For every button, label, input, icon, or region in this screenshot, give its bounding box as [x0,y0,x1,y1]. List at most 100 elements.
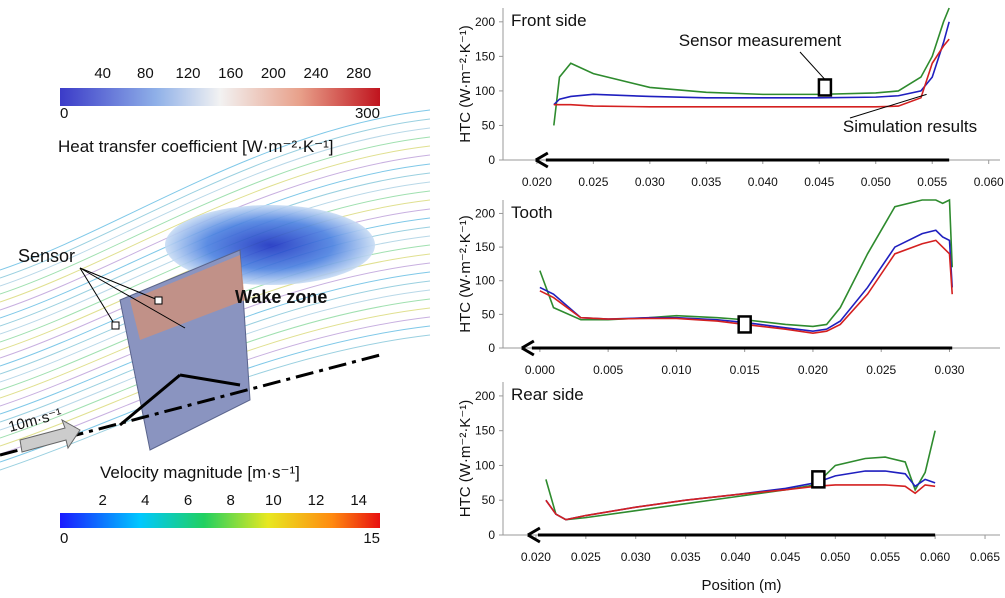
y-tick-label: 200 [475,15,495,29]
chart-title: Rear side [511,385,584,404]
y-tick-label: 50 [482,118,496,132]
x-tick-label: 0.050 [861,175,891,189]
direction-arrowhead [521,339,535,357]
arrow [119,373,181,427]
y-axis-label: HTC (W·m⁻²·K⁻¹) [457,25,474,142]
x-tick-label: 0.025 [578,175,608,189]
y-tick-label: 0 [488,153,495,167]
x-tick-label: 0.025 [866,363,896,377]
colorbar-tick-label: 200 [261,65,286,82]
y-tick-label: 0 [488,341,495,355]
colorbar-tick-label: 120 [175,65,200,82]
x-tick-label: 0.000 [525,363,555,377]
x-tick-label: 0.045 [804,175,834,189]
colorbar-tick-label: 240 [303,65,328,82]
y-axis-label: HTC (W·m⁻²·K⁻¹) [457,215,474,332]
streamline [0,127,431,287]
colorbar-tick-label: 8 [226,492,234,509]
annotation: Simulation results [843,117,977,136]
series-line [539,198,954,328]
colorbar-title: Heat transfer coefficient [W·m⁻²·K⁻¹] [58,137,334,156]
series-line [553,21,950,106]
y-tick-label: 50 [482,493,496,507]
x-tick-label: 0.065 [970,550,1000,564]
annotation: Sensor measurement [679,31,842,50]
streamline [0,118,431,279]
x-tick-label: 0.035 [691,175,721,189]
y-tick-label: 200 [475,206,495,220]
colorbar-min-label: 0 [60,105,68,122]
x-tick-label: 0.030 [621,550,651,564]
velocity-colorbar [60,513,380,528]
direction-arrowhead [535,151,549,169]
chart: 0 50 100 150 200 0.020 0.025 0.030 0.035 0.040 0.0… [457,382,1000,594]
pointer [79,267,116,326]
x-tick-label: 0.020 [521,550,551,564]
x-tick-label: 0.030 [934,363,964,377]
x-tick-label: 0.030 [635,175,665,189]
pointer [79,267,186,329]
colorbar-tick-label: 160 [218,65,243,82]
y-axis-label: HTC (W·m⁻²·K⁻¹) [457,400,474,517]
series-line [539,239,954,335]
x-tick-label: 0.020 [522,175,552,189]
colorbar-max-label: 15 [363,530,380,547]
chart-title: Front side [511,11,587,30]
heat-colorbar [60,88,380,106]
sensor-label: Sensor [18,246,75,266]
colorbar-tick-label: 10 [265,492,282,509]
x-tick-label: 0.005 [593,363,623,377]
annotation-pointer [849,93,927,119]
series-line [545,430,936,521]
y-tick-label: 50 [482,307,496,321]
gear-face [130,255,245,340]
x-tick-label: 0.015 [730,363,760,377]
sensor-box [737,315,752,334]
colorbar-tick-label: 280 [346,65,371,82]
x-tick-label: 0.060 [920,550,950,564]
y-tick-label: 150 [475,49,495,63]
wake-label: Wake zone [235,287,327,307]
y-tick-label: 100 [475,274,495,288]
annotation-pointer [799,51,826,80]
series-line [553,7,950,126]
pointer [79,267,159,301]
arrow [179,373,241,387]
sensor-box [811,470,826,489]
cfd-panel: Heat transfer coefficient [W·m⁻²·K⁻¹] Ve… [0,88,431,528]
colorbar-tick-label: 40 [94,65,111,82]
colorbar-tick-label: 2 [98,492,106,509]
sensor-marker [111,321,120,330]
x-tick-label: 0.055 [870,550,900,564]
colorbar-tick-label: 6 [184,492,192,509]
streamline [0,136,431,295]
y-tick-label: 100 [475,458,495,472]
direction-arrowhead [527,526,541,544]
x-tick-label: 0.040 [748,175,778,189]
x-axis-label: Position (m) [701,577,781,594]
axis-line [0,353,381,457]
x-tick-label: 0.020 [798,363,828,377]
series-line [545,484,936,521]
colorbar-tick-label: 80 [137,65,154,82]
x-tick-label: 0.060 [974,175,1004,189]
y-tick-label: 0 [488,528,495,542]
x-tick-label: 0.010 [661,363,691,377]
x-tick-label: 0.040 [721,550,751,564]
colorbar-min-label: 0 [60,530,68,547]
series-line [553,38,950,108]
x-tick-label: 0.050 [820,550,850,564]
streamline [0,145,431,303]
streamline [0,109,431,271]
colorbar-tick-label: 14 [350,492,367,509]
chart: 0 50 100 150 200 0.000 0.005 0.010 0.015 0.020 0.0… [457,198,1000,377]
x-tick-label: 0.055 [917,175,947,189]
y-tick-label: 100 [475,84,495,98]
inflow-arrow [19,418,81,453]
chart-title: Tooth [511,203,553,222]
y-tick-label: 150 [475,240,495,254]
y-tick-label: 150 [475,424,495,438]
colorbar-title: Velocity magnitude [m·s⁻¹] [100,463,300,482]
sensor-marker [154,296,163,305]
